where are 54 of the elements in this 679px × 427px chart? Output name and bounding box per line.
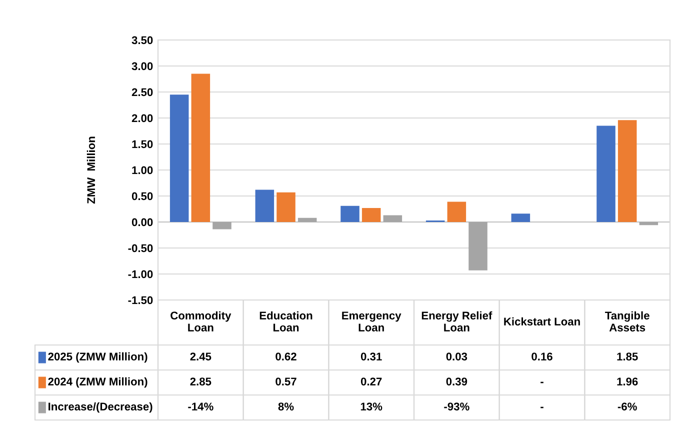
data-label: -6% bbox=[618, 402, 637, 410]
x-tick-label: Kickstart Loan bbox=[504, 317, 580, 326]
x-tick-label: Tangible Assets bbox=[605, 311, 650, 332]
y-tick-label: 1.50 bbox=[132, 140, 153, 148]
bar bbox=[618, 120, 637, 222]
data-label: 2.45 bbox=[190, 352, 212, 360]
x-tick-label: Education Loan bbox=[260, 311, 312, 332]
bar bbox=[447, 202, 466, 222]
data-label: -14% bbox=[188, 402, 214, 410]
text: - bbox=[540, 406, 544, 408]
y-tick-label: -1.00 bbox=[128, 270, 153, 278]
data-label: 0.57 bbox=[276, 378, 296, 386]
data-label: 0.16 bbox=[532, 352, 552, 360]
data-label: 0.31 bbox=[360, 352, 382, 360]
data-label: 2.85 bbox=[190, 378, 212, 386]
bar bbox=[362, 208, 381, 222]
text: - bbox=[540, 382, 544, 384]
legend-label: 2025 (ZMW Million) bbox=[48, 352, 148, 363]
data-label: 0.03 bbox=[446, 352, 468, 360]
bar bbox=[298, 218, 317, 222]
bar bbox=[468, 222, 488, 270]
x-tick-label: Energy Relief Loan bbox=[422, 311, 492, 332]
y-tick-label: 0.50 bbox=[132, 192, 153, 200]
legend-label: 2024 (ZMW Million) bbox=[48, 377, 148, 388]
data-label: 13% bbox=[360, 402, 382, 410]
bar bbox=[170, 94, 189, 222]
y-tick-label: 3.50 bbox=[132, 36, 153, 44]
bar bbox=[596, 126, 616, 222]
y-tick-label: 3.00 bbox=[132, 62, 153, 70]
bar bbox=[212, 222, 232, 230]
bar bbox=[383, 215, 402, 222]
y-tick-label: 2.50 bbox=[132, 88, 153, 96]
bar bbox=[511, 214, 530, 222]
y-tick-label: -1.50 bbox=[128, 296, 153, 304]
bar bbox=[255, 190, 274, 222]
bar bbox=[340, 206, 360, 222]
data-label: -93% bbox=[444, 402, 470, 410]
y-tick-label: 1.00 bbox=[132, 166, 153, 174]
bar bbox=[276, 192, 296, 222]
y-axis-title: ZMW Million bbox=[86, 136, 96, 204]
data-label: 1.85 bbox=[617, 352, 638, 360]
x-tick-label: Commodity Loan bbox=[170, 311, 232, 332]
x-tick-label: Emergency Loan bbox=[342, 312, 402, 332]
data-label: 0.62 bbox=[276, 352, 296, 360]
data-label: 8% bbox=[278, 402, 294, 410]
data-label: 0.39 bbox=[446, 378, 468, 386]
data-label: 1.96 bbox=[617, 378, 638, 386]
data-label: 0.27 bbox=[360, 378, 382, 386]
y-tick-label: 0.00 bbox=[132, 218, 153, 226]
bar bbox=[191, 74, 210, 222]
y-tick-label: -0.50 bbox=[128, 244, 153, 252]
bar bbox=[639, 222, 658, 226]
legend-label: Increase/(Decrease) bbox=[48, 402, 152, 413]
y-tick-label: 2.00 bbox=[132, 114, 153, 122]
